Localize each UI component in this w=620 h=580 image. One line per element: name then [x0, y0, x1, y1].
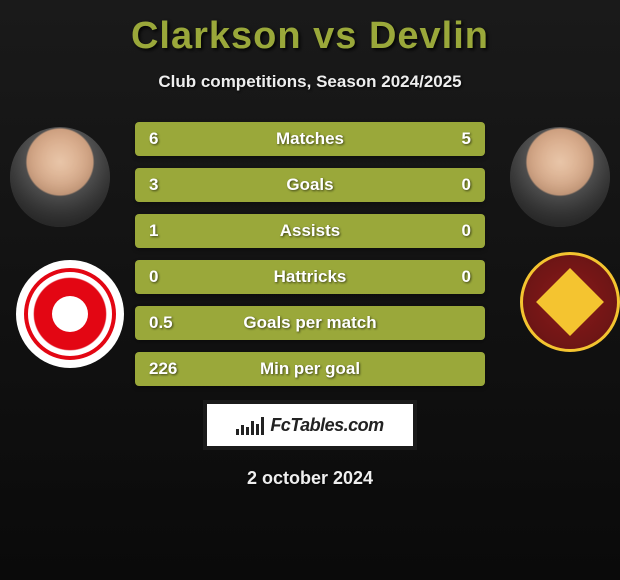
- stat-row: 0 Hattricks 0: [135, 260, 485, 294]
- page-title: Clarkson vs Devlin: [0, 15, 620, 58]
- date-text: 2 october 2024: [0, 468, 620, 489]
- club-badge-right: [520, 252, 620, 352]
- stat-right-value: 0: [441, 221, 471, 241]
- stat-label: Hattricks: [179, 267, 441, 287]
- brand-badge: FcTables.com: [203, 400, 417, 450]
- stat-right-value: 0: [441, 267, 471, 287]
- stat-right-value: 0: [441, 175, 471, 195]
- club-badge-left: [16, 260, 124, 368]
- stat-left-value: 6: [149, 129, 179, 149]
- subtitle: Club competitions, Season 2024/2025: [0, 72, 620, 92]
- stats-area: 6 Matches 5 3 Goals 0 1 Assists 0 0 Hatt…: [0, 122, 620, 392]
- stat-row: 3 Goals 0: [135, 168, 485, 202]
- player-avatar-left: [10, 127, 110, 227]
- stat-left-value: 3: [149, 175, 179, 195]
- stat-label: Goals: [179, 175, 441, 195]
- stat-row: 6 Matches 5: [135, 122, 485, 156]
- stat-label: Min per goal: [179, 359, 441, 379]
- stat-label: Matches: [179, 129, 441, 149]
- player-avatar-right: [510, 127, 610, 227]
- stat-left-value: 0.5: [149, 313, 179, 333]
- stat-row: 226 Min per goal: [135, 352, 485, 386]
- stat-row: 0.5 Goals per match: [135, 306, 485, 340]
- stat-label: Assists: [179, 221, 441, 241]
- stat-left-value: 226: [149, 359, 179, 379]
- brand-bars-icon: [236, 415, 264, 435]
- brand-text: FcTables.com: [270, 415, 383, 436]
- stat-row: 1 Assists 0: [135, 214, 485, 248]
- stat-rows: 6 Matches 5 3 Goals 0 1 Assists 0 0 Hatt…: [135, 122, 485, 398]
- stat-right-value: 5: [441, 129, 471, 149]
- stat-left-value: 1: [149, 221, 179, 241]
- stat-left-value: 0: [149, 267, 179, 287]
- stat-label: Goals per match: [179, 313, 441, 333]
